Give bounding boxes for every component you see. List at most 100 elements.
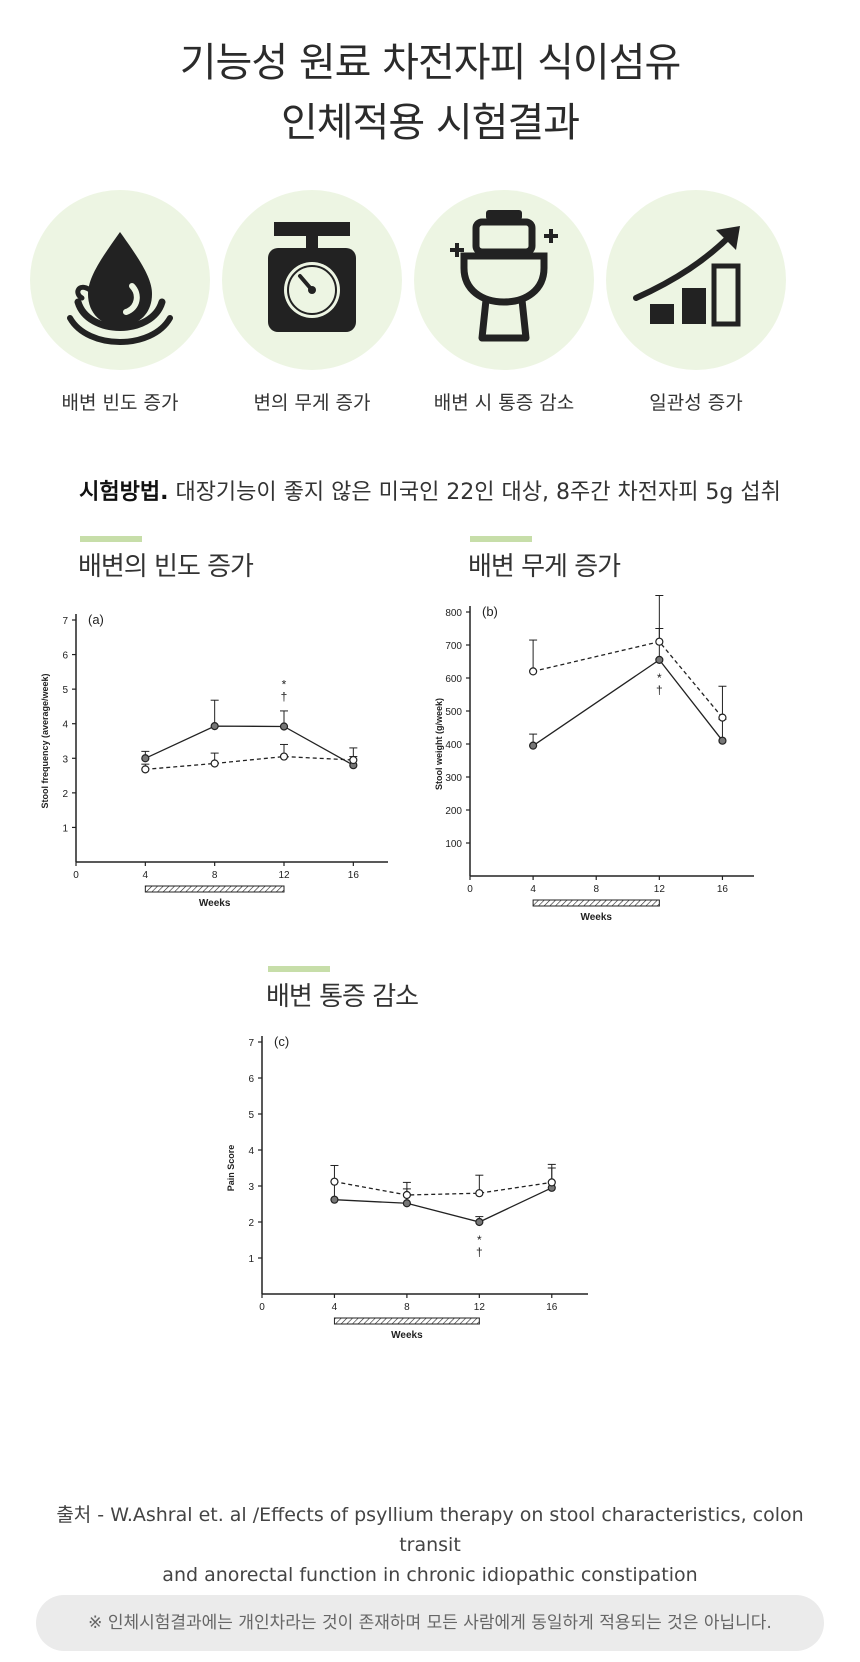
- data-point: [718, 713, 727, 722]
- data-point: [402, 1199, 411, 1208]
- disclaimer-note: ※ 인체시험결과에는 개인차라는 것이 존재하며 모든 사람에게 동일하게 적용…: [36, 1595, 824, 1651]
- x-axis-label: Weeks: [580, 912, 612, 920]
- test-method-text: 대장기능이 좋지 않은 미국인 22인 대상, 8주간 차전자피 5g 섭취: [175, 480, 781, 505]
- treatment-period-bar: [532, 899, 660, 907]
- data-point: [529, 741, 538, 750]
- x-tick-label: 8: [212, 870, 218, 881]
- significance-asterisk: *: [477, 1233, 482, 1247]
- y-tick-label: 300: [445, 773, 462, 784]
- series-line-control: [532, 640, 723, 719]
- x-tick-label: 4: [143, 870, 149, 881]
- page-title-line1: 기능성 원료 차전자피 식이섬유: [179, 40, 682, 86]
- series-line-psyllium: [334, 1187, 553, 1223]
- series-line-psyllium: [532, 658, 723, 747]
- y-tick-label: 5: [62, 685, 68, 696]
- y-tick-label: 5: [248, 1110, 254, 1121]
- chart-title-accent-c: [268, 966, 330, 972]
- x-tick-label: 16: [348, 870, 360, 881]
- y-tick-label: 2: [62, 789, 68, 800]
- x-tick-label: 4: [530, 884, 536, 895]
- y-tick-label: 7: [248, 1038, 254, 1049]
- x-tick-label: 16: [717, 884, 729, 895]
- benefit-circle-pain: [414, 190, 594, 370]
- x-tick-label: 16: [546, 1302, 558, 1313]
- chart-title-b: 배변 무게 증가: [468, 552, 621, 582]
- x-tick-label: 12: [654, 884, 666, 895]
- y-tick-label: 400: [445, 740, 462, 751]
- x-axis-label: Weeks: [199, 898, 231, 909]
- x-tick-label: 8: [593, 884, 599, 895]
- chart-title-accent-a: [80, 536, 142, 542]
- y-axis-label: Stool frequency (average/week): [40, 673, 50, 808]
- x-tick-label: 4: [332, 1302, 338, 1313]
- y-tick-label: 700: [445, 641, 462, 652]
- test-method-label: 시험방법.: [79, 480, 169, 505]
- y-tick-label: 1: [248, 1254, 254, 1265]
- significance-asterisk: *: [657, 671, 662, 685]
- series-line-control: [145, 755, 354, 770]
- data-point: [210, 759, 219, 768]
- series-line-control: [334, 1181, 552, 1196]
- benefit-label-pain: 배변 시 통증 감소: [433, 392, 575, 414]
- data-point: [349, 755, 358, 765]
- data-point: [141, 765, 150, 774]
- series-line-psyllium: [145, 725, 354, 766]
- x-axis-label: Weeks: [391, 1330, 423, 1341]
- benefit-circle-frequency: [30, 190, 210, 370]
- panel-label: (c): [274, 1034, 289, 1049]
- y-tick-label: 600: [445, 674, 462, 685]
- source-line1: 출처 - W.Ashral et. al /Effects of psylliu…: [56, 1504, 804, 1556]
- x-tick-label: 8: [404, 1302, 410, 1313]
- y-tick-label: 4: [248, 1146, 254, 1157]
- y-tick-label: 800: [445, 608, 462, 619]
- chart-title-c: 배변 통증 감소: [266, 982, 419, 1012]
- water-drop-icon: [67, 232, 173, 345]
- stool-weight-chart: 100 200 300 400 500 600 700 800 0 4 8 12 16 (b) Stool …: [434, 595, 754, 920]
- y-tick-label: 1: [62, 823, 68, 834]
- significance-dagger: †: [476, 1245, 483, 1259]
- benefit-circle-consistency: [606, 190, 786, 370]
- chart-title-accent-b: [470, 536, 532, 542]
- data-point: [547, 1178, 556, 1187]
- test-method: 시험방법. 대장기능이 좋지 않은 미국인 22인 대상, 8주간 차전자피 5…: [0, 474, 860, 506]
- data-point: [330, 1177, 339, 1186]
- benefit-circle-weight: [222, 190, 402, 370]
- significance-dagger: †: [281, 689, 288, 703]
- data-point: [655, 655, 664, 664]
- y-tick-label: 3: [248, 1182, 254, 1193]
- significance-dagger: †: [656, 683, 663, 697]
- y-axis-label: Stool weight (g/week): [434, 698, 444, 790]
- benefit-label-frequency: 배변 빈도 증가: [61, 392, 179, 414]
- data-point: [529, 667, 538, 676]
- y-tick-label: 100: [445, 839, 462, 850]
- significance-asterisk: *: [282, 677, 287, 691]
- y-axis-label: Pain Score: [226, 1145, 236, 1192]
- scale-icon: [268, 222, 356, 332]
- data-point: [402, 1190, 411, 1200]
- data-point: [210, 722, 219, 731]
- x-tick-label: 0: [73, 870, 79, 881]
- y-tick-label: 6: [248, 1074, 254, 1085]
- y-tick-label: 2: [248, 1218, 254, 1229]
- x-tick-label: 0: [467, 884, 473, 895]
- source-citation: 출처 - W.Ashral et. al /Effects of psylliu…: [40, 1500, 820, 1590]
- data-point: [718, 736, 727, 745]
- data-point: [475, 1189, 484, 1198]
- page-title-line2: 인체적용 시험결과: [280, 100, 580, 146]
- x-tick-label: 12: [474, 1302, 486, 1313]
- y-tick-label: 7: [62, 616, 68, 627]
- benefit-label-consistency: 일관성 증가: [649, 392, 743, 414]
- treatment-period-bar: [144, 885, 285, 893]
- data-point: [279, 722, 289, 731]
- benefit-label-weight: 변의 무게 증가: [253, 392, 371, 414]
- y-tick-label: 6: [62, 651, 68, 662]
- data-point: [330, 1195, 339, 1204]
- source-line2: and anorectal function in chronic idiopa…: [162, 1564, 698, 1586]
- data-point: [279, 752, 289, 761]
- x-tick-label: 12: [278, 870, 290, 881]
- toilet-icon: [450, 210, 558, 342]
- data-point: [141, 754, 150, 763]
- y-tick-label: 500: [445, 707, 462, 718]
